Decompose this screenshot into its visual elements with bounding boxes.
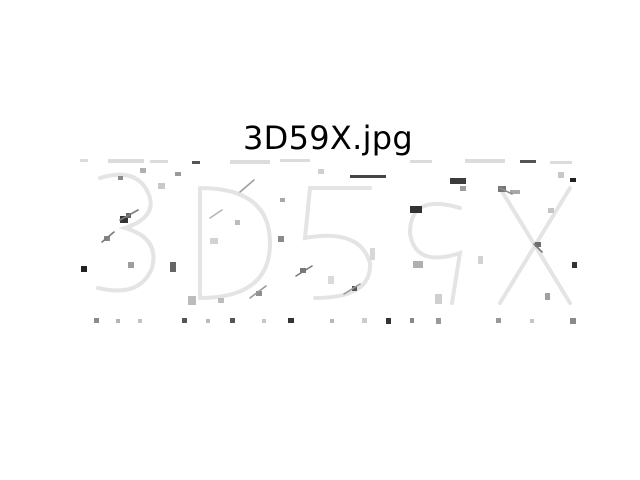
captcha-image — [80, 158, 578, 325]
captcha-top-edge — [80, 159, 572, 178]
captcha-noise — [81, 168, 577, 305]
figure-title: 3D59X.jpg — [242, 119, 414, 157]
captcha-scratches — [101, 179, 543, 299]
captcha-bottom-edge — [94, 318, 576, 324]
